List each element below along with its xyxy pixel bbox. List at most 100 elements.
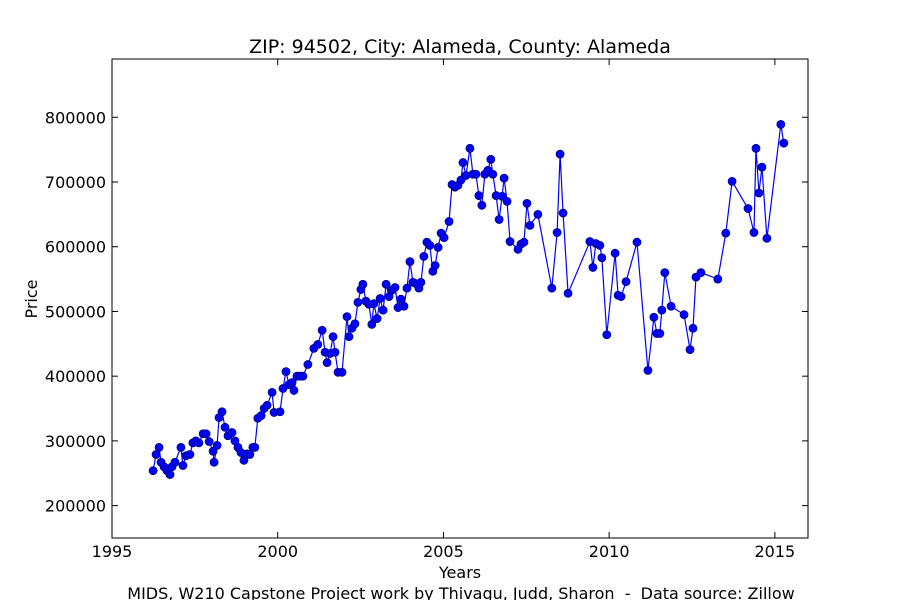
x-tick-label: 1995	[92, 542, 133, 561]
price-point	[588, 263, 598, 272]
price-point	[688, 323, 698, 333]
price-point	[344, 332, 354, 342]
price-point	[696, 268, 706, 278]
y-tick-label: 700000	[45, 173, 106, 192]
price-point	[250, 442, 260, 452]
price-point	[170, 457, 180, 467]
price-point	[194, 438, 204, 448]
price-point	[399, 301, 409, 311]
footer-note: MIDS, W210 Capstone Project work by Thiv…	[127, 584, 794, 600]
axes-frame	[111, 58, 809, 539]
price-point	[666, 301, 676, 311]
price-point	[416, 277, 426, 287]
price-point	[303, 360, 313, 369]
x-tick-label: 2005	[423, 542, 464, 561]
price-point	[381, 279, 391, 289]
price-point	[743, 204, 753, 213]
price-point	[721, 228, 731, 238]
price-point	[369, 299, 379, 309]
price-point	[390, 283, 400, 292]
price-point	[367, 319, 377, 329]
price-point	[419, 252, 429, 261]
price-point	[754, 188, 764, 198]
price-point	[477, 200, 487, 210]
price-point	[552, 228, 562, 237]
price-point	[595, 241, 605, 250]
price-point	[201, 429, 211, 439]
price-point	[547, 283, 557, 293]
price-point	[281, 367, 291, 377]
price-point	[317, 325, 327, 335]
price-point	[204, 437, 214, 446]
x-tick-label: 2015	[754, 542, 795, 561]
price-point	[757, 162, 767, 172]
y-axis-label: Price	[22, 279, 41, 318]
price-point	[749, 228, 759, 237]
price-point	[502, 197, 512, 206]
price-point	[602, 330, 612, 340]
price-point	[425, 241, 435, 250]
price-point	[458, 158, 468, 167]
price-point	[751, 143, 761, 153]
price-point	[372, 314, 382, 323]
price-point	[685, 345, 695, 355]
price-point	[465, 143, 475, 153]
price-point	[486, 154, 496, 164]
price-point	[342, 312, 352, 322]
y-tick-label: 600000	[45, 238, 106, 257]
x-tick-label: 2000	[257, 542, 298, 561]
price-point	[471, 169, 481, 179]
price-point	[632, 237, 642, 247]
price-point	[657, 305, 667, 315]
price-point	[563, 288, 573, 298]
price-point	[378, 305, 388, 315]
price-point	[621, 277, 631, 287]
price-point	[499, 173, 509, 183]
y-tick-label: 200000	[45, 497, 106, 516]
price-point	[474, 191, 484, 200]
x-tick-label: 2010	[589, 542, 630, 561]
price-point	[220, 422, 230, 432]
price-point	[322, 358, 332, 367]
y-tick-label: 800000	[45, 108, 106, 127]
price-point	[679, 310, 689, 320]
price-point	[488, 169, 498, 179]
price-point	[328, 332, 338, 342]
price-point	[505, 237, 515, 246]
price-point	[176, 442, 186, 452]
price-point	[616, 292, 626, 301]
price-point	[148, 466, 158, 476]
price-point	[439, 233, 449, 243]
price-point	[165, 470, 175, 479]
price-point	[533, 209, 543, 219]
y-tick-label: 400000	[45, 367, 106, 386]
y-tick-label: 300000	[45, 432, 106, 451]
price-point	[597, 253, 607, 263]
price-point	[358, 279, 368, 289]
price-point	[289, 386, 299, 395]
chart-title: ZIP: 94502, City: Alameda, County: Alame…	[249, 36, 671, 58]
price-point	[353, 297, 363, 307]
price-point	[713, 274, 723, 284]
price-point	[298, 371, 308, 381]
price-point	[275, 407, 285, 417]
price-point	[375, 294, 385, 303]
price-point	[337, 367, 347, 377]
price-point	[660, 268, 670, 278]
price-point	[178, 461, 188, 470]
price-point	[217, 407, 227, 417]
price-point	[525, 220, 535, 230]
price-point	[762, 233, 772, 243]
price-point	[262, 400, 272, 410]
price-point	[776, 119, 786, 129]
price-point	[209, 457, 219, 467]
price-point	[779, 138, 789, 148]
price-point	[350, 319, 360, 329]
price-point	[313, 340, 323, 349]
price-point	[655, 329, 665, 338]
price-point	[519, 237, 529, 247]
price-point	[643, 365, 653, 375]
price-point	[267, 387, 277, 397]
plot-area	[148, 119, 789, 479]
